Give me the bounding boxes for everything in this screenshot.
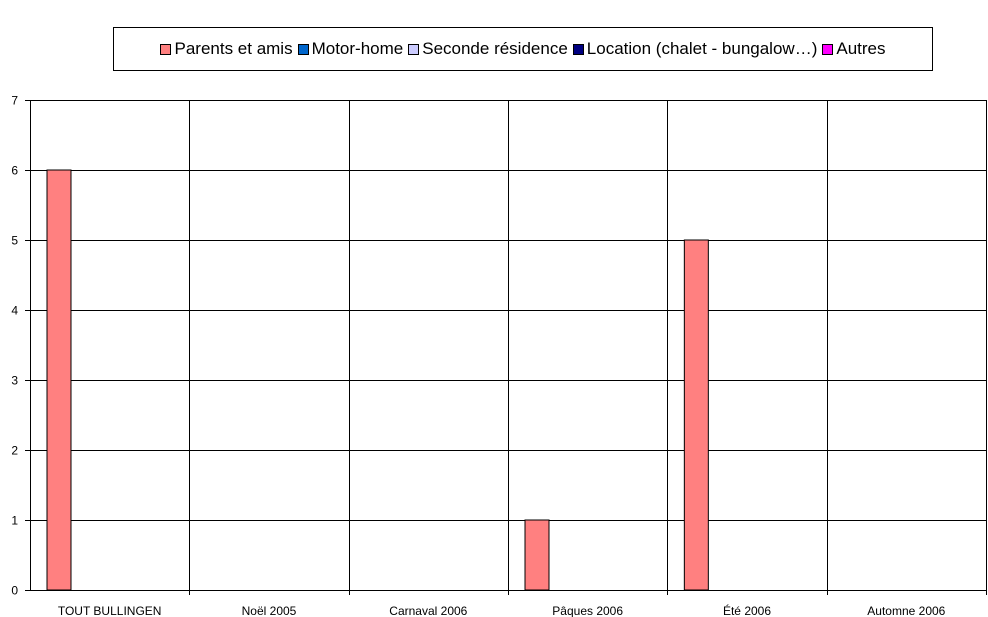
y-tick-label: 6 (11, 164, 18, 178)
x-tick-label: Carnaval 2006 (389, 604, 467, 617)
legend-item-location-chalet-bungalow: Location (chalet - bungalow…) (572, 39, 818, 59)
legend-item-parents-et-amis: Parents et amis (160, 39, 293, 59)
y-tick-label: 4 (11, 304, 18, 318)
y-tick-label: 3 (11, 374, 18, 388)
y-tick-label: 7 (11, 94, 18, 108)
legend-item-motor-home: Motor-home (297, 39, 404, 59)
bars (46, 169, 709, 591)
legend-label: Seconde résidence (422, 39, 568, 58)
legend-swatch (572, 43, 584, 55)
axes (25, 100, 986, 591)
y-tick-label: 1 (11, 514, 18, 528)
bar-parents-et-amis-ete-2006 (683, 239, 709, 591)
x-tick-label: TOUT BULLINGEN (58, 604, 162, 617)
chart-legend: Parents et amis Motor-home Seconde résiden… (113, 27, 933, 71)
y-tick-label: 2 (11, 444, 18, 458)
legend-item-seconde-residence: Seconde résidence (408, 39, 568, 59)
legend-label: Motor-home (311, 39, 404, 58)
x-tick-label: Automne 2006 (867, 604, 945, 617)
legend-swatch (160, 43, 172, 55)
x-tick-label: Pâques 2006 (552, 604, 623, 617)
legend-label: Autres (836, 39, 886, 58)
legend-swatch (408, 43, 420, 55)
legend-label: Location (chalet - bungalow…) (586, 39, 818, 58)
tick-labels: 0 1 2 3 4 5 6 7 TOUT BULLINGEN Noël 2005 Carnaval … (11, 94, 945, 617)
y-tick-label: 5 (11, 234, 18, 248)
x-tick-label: Noël 2005 (242, 604, 297, 617)
x-tick-label: Été 2006 (723, 603, 771, 617)
legend-swatch (297, 43, 309, 55)
legend-label: Parents et amis (174, 39, 293, 58)
bar-parents-et-amis-tout-bullingen (46, 169, 72, 591)
bar-parents-et-amis-paques-2006 (524, 519, 550, 591)
gridlines (30, 100, 987, 595)
y-tick-label: 0 (11, 584, 18, 598)
legend-swatch (822, 43, 834, 55)
legend-item-autres: Autres (822, 39, 886, 59)
